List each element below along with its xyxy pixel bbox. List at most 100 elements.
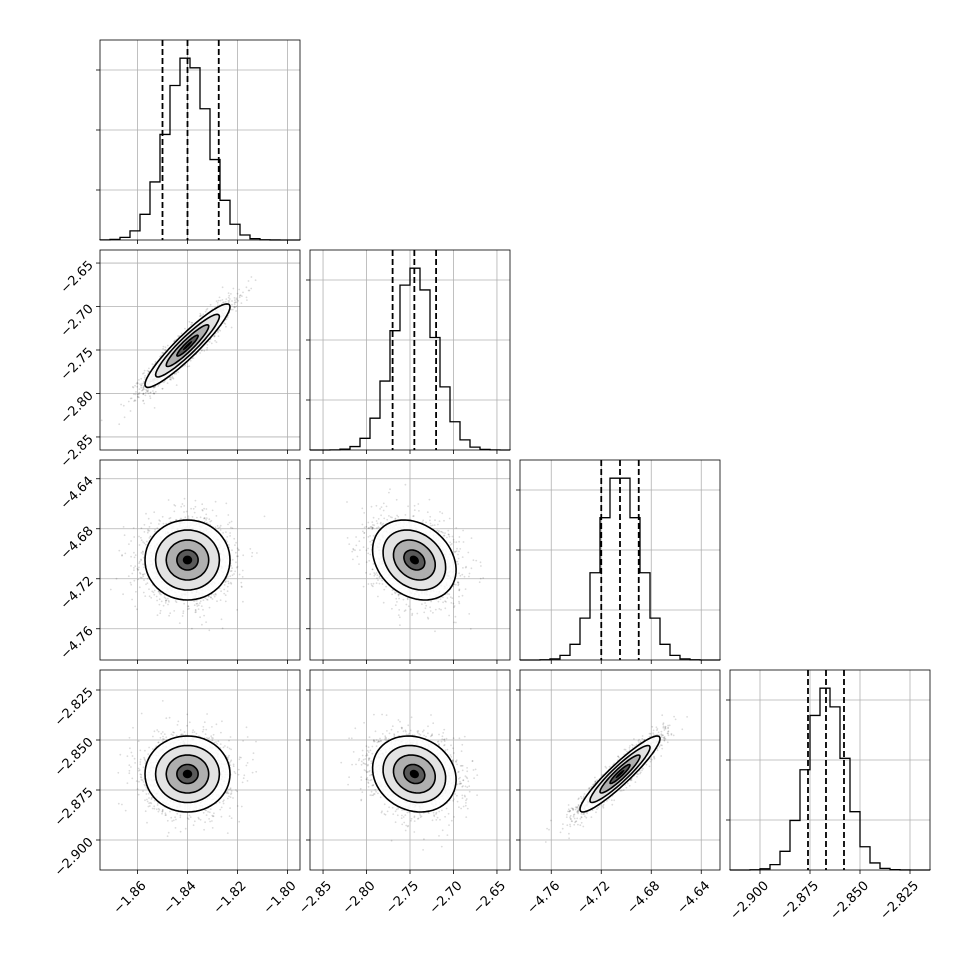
sample-point bbox=[246, 299, 248, 301]
sample-point bbox=[429, 522, 432, 525]
sample-point bbox=[213, 335, 216, 338]
sample-point bbox=[223, 592, 226, 595]
sample-point bbox=[457, 557, 460, 560]
sample-point bbox=[130, 555, 133, 558]
sample-point bbox=[375, 504, 378, 507]
sample-point bbox=[157, 385, 160, 387]
sample-point bbox=[141, 389, 144, 391]
sample-point bbox=[199, 352, 202, 354]
sample-point bbox=[250, 287, 253, 290]
sample-point bbox=[219, 599, 222, 601]
sample-point bbox=[381, 579, 383, 582]
sample-point bbox=[208, 629, 211, 632]
sample-point bbox=[134, 393, 137, 396]
sample-point bbox=[215, 341, 218, 344]
sample-point bbox=[185, 510, 188, 513]
sample-point bbox=[142, 400, 145, 402]
sample-point bbox=[153, 511, 156, 514]
sample-point bbox=[135, 590, 137, 593]
sample-point bbox=[140, 384, 143, 387]
sample-point bbox=[229, 581, 232, 584]
sample-point bbox=[146, 369, 149, 372]
sample-point bbox=[122, 593, 124, 596]
sample-point bbox=[208, 341, 211, 343]
sample-point bbox=[205, 308, 208, 311]
sample-point bbox=[455, 621, 457, 624]
sample-point bbox=[187, 608, 189, 610]
sample-point bbox=[138, 391, 141, 394]
sample-point bbox=[240, 586, 243, 588]
sample-point bbox=[142, 591, 145, 594]
sample-point bbox=[237, 549, 240, 552]
sample-point bbox=[352, 558, 354, 561]
sample-point bbox=[236, 292, 239, 295]
sample-point bbox=[251, 551, 254, 554]
scatter-panel-1-0: −2.85−2.80−2.75−2.70−2.65 bbox=[58, 249, 301, 471]
sample-point bbox=[230, 326, 233, 329]
sample-point bbox=[254, 279, 257, 282]
sample-point bbox=[144, 391, 147, 394]
sample-point bbox=[236, 305, 238, 308]
sample-point bbox=[214, 339, 217, 342]
sample-point bbox=[137, 396, 140, 399]
sample-point bbox=[142, 399, 145, 402]
sample-point bbox=[249, 548, 252, 550]
sample-point bbox=[166, 344, 169, 347]
sample-point bbox=[250, 276, 253, 278]
sample-point bbox=[170, 377, 173, 379]
sample-point bbox=[182, 612, 185, 615]
sample-point bbox=[215, 515, 218, 517]
sample-point bbox=[151, 363, 154, 365]
sample-point bbox=[137, 393, 139, 396]
sample-point bbox=[229, 575, 232, 577]
sample-point bbox=[217, 331, 219, 334]
sample-point bbox=[183, 497, 186, 500]
sample-point bbox=[201, 509, 204, 511]
y-tick-label: −2.80 bbox=[58, 389, 97, 428]
sample-point bbox=[140, 559, 143, 562]
sample-point bbox=[197, 604, 200, 607]
sample-point bbox=[142, 392, 145, 395]
y-tick-label: −2.75 bbox=[58, 345, 97, 384]
sample-point bbox=[235, 297, 238, 300]
sample-point bbox=[170, 378, 172, 381]
sample-point bbox=[135, 382, 138, 385]
sample-point bbox=[201, 503, 204, 506]
sample-point bbox=[147, 389, 150, 392]
sample-point bbox=[173, 610, 176, 612]
sample-point bbox=[203, 614, 206, 617]
sample-point bbox=[346, 537, 349, 539]
sample-point bbox=[162, 522, 165, 525]
sample-point bbox=[457, 584, 460, 587]
sample-point bbox=[358, 540, 361, 543]
sample-point bbox=[233, 573, 235, 575]
sample-point bbox=[195, 611, 197, 613]
sample-point bbox=[429, 515, 432, 518]
sample-point bbox=[175, 384, 178, 386]
sample-point bbox=[206, 346, 209, 349]
sample-point bbox=[134, 384, 137, 387]
sample-point bbox=[144, 595, 147, 597]
sample-point bbox=[130, 397, 133, 400]
sample-point bbox=[446, 593, 449, 595]
sample-point bbox=[181, 615, 184, 617]
sample-point bbox=[224, 594, 227, 597]
sample-point bbox=[237, 299, 240, 302]
sample-point bbox=[223, 301, 225, 304]
sample-point bbox=[416, 612, 419, 615]
sample-point bbox=[156, 614, 159, 617]
sample-point bbox=[238, 573, 241, 576]
sample-point bbox=[129, 581, 132, 584]
sample-point bbox=[187, 517, 190, 520]
sample-point bbox=[164, 346, 167, 349]
sample-point bbox=[146, 390, 149, 392]
sample-point bbox=[211, 598, 214, 600]
sample-point bbox=[218, 526, 221, 529]
sample-point bbox=[247, 289, 250, 292]
sample-point bbox=[156, 527, 159, 529]
sample-point bbox=[235, 298, 238, 301]
sample-point bbox=[183, 511, 185, 513]
scatter-panel-2-1 bbox=[306, 459, 511, 664]
sample-point bbox=[168, 614, 171, 617]
sample-point bbox=[134, 554, 137, 557]
